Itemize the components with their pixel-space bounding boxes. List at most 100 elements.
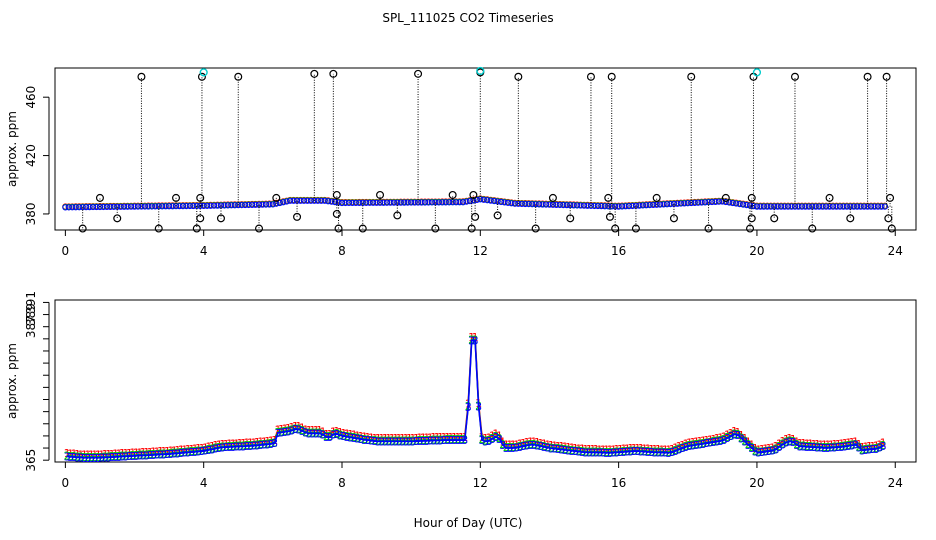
series-point [252, 201, 259, 208]
outlier-point [113, 214, 122, 223]
series-point-marker: 3 [98, 452, 105, 465]
series-point-marker: 1 [468, 331, 475, 344]
series-point-marker: 1 [236, 437, 243, 450]
series-point [121, 203, 128, 210]
series-point-marker: 1 [64, 447, 71, 460]
series-point-marker: 1 [855, 438, 862, 451]
series-point-marker: 1 [530, 435, 537, 448]
x-tick-label: 20 [749, 476, 764, 490]
series-point-marker: 3 [779, 438, 786, 451]
outlier-point [887, 224, 896, 233]
series-point-marker: 3 [81, 452, 88, 465]
series-point [802, 203, 809, 210]
series-point-marker: 3 [368, 435, 375, 448]
series-point-marker: 3 [790, 436, 797, 449]
series-point-marker: 1 [492, 428, 499, 441]
series-point [287, 197, 294, 204]
series-point-marker: 3 [824, 442, 831, 455]
outlier-point [376, 190, 385, 199]
series-point-marker: 3 [326, 431, 333, 444]
series-point [546, 201, 553, 208]
series-point-marker: 3 [150, 449, 157, 462]
series-point-marker: 3 [358, 433, 365, 446]
series-point-marker: 3 [143, 449, 150, 462]
series-point-marker: 1 [689, 436, 696, 449]
series-point-marker: 3 [645, 446, 652, 459]
series-point-marker: 3 [115, 451, 122, 464]
series-point-marker: 3 [523, 439, 530, 452]
series-point-marker: 3 [707, 437, 714, 450]
outlier-point [332, 190, 341, 199]
outlier-point [358, 224, 367, 233]
series-point [660, 201, 667, 208]
series-point-marker: 1 [852, 435, 859, 448]
y-tick-label: 460 [24, 86, 38, 109]
x-tick-label: 8 [338, 244, 346, 258]
series-point [100, 203, 107, 211]
series-point-marker: 1 [188, 443, 195, 456]
series-point [594, 202, 601, 210]
outlier-point [172, 193, 181, 202]
series-point [736, 200, 743, 208]
series-point-marker: 3 [444, 434, 451, 447]
series-point [231, 202, 238, 209]
series-point-marker: 3 [268, 438, 275, 451]
series-point-marker: 1 [634, 442, 641, 455]
series-point [373, 199, 380, 206]
series-point-marker: 3 [468, 335, 475, 348]
outlier-point [469, 190, 478, 199]
series-point-marker: 1 [129, 447, 136, 460]
series-point [380, 199, 387, 206]
series-point-marker: 1 [402, 432, 409, 445]
series-point [629, 202, 636, 210]
series-point [397, 199, 404, 206]
series-point [867, 203, 875, 210]
series-point [356, 199, 363, 206]
plot-frame [54, 67, 917, 231]
series-point-marker: 3 [202, 445, 209, 458]
series-point-marker: 1 [243, 437, 250, 450]
series-point [245, 201, 252, 209]
series-point-marker: 1 [409, 432, 416, 445]
series-point [439, 199, 446, 206]
series-point [816, 203, 823, 210]
series-point [93, 203, 100, 211]
series-point-marker: 3 [160, 448, 167, 461]
series-point-marker: 1 [406, 432, 413, 445]
series-point-marker: 3 [748, 442, 755, 455]
series-point-marker: 3 [579, 446, 586, 459]
series-point-marker: 3 [247, 440, 254, 453]
x-tick-label: 0 [62, 244, 70, 258]
series-point-marker: 3 [520, 440, 527, 453]
x-tick-label: 4 [200, 244, 208, 258]
series-point [774, 203, 781, 210]
top-panel: 0 4 8 12 16 20 24 380 420 460 approx. ppm [5, 66, 917, 258]
series-point [522, 200, 529, 208]
series-point [103, 203, 110, 211]
series-point-marker: 1 [326, 428, 333, 441]
y-axis-label: approx. ppm [5, 111, 19, 187]
y-tick-label: 387 [24, 315, 38, 338]
series-point-marker: 1 [555, 440, 562, 453]
y-axis-label: approx. ppm [5, 343, 19, 419]
series-point-marker: 1 [368, 431, 375, 444]
outlier-point [332, 209, 341, 218]
series-point [325, 198, 332, 205]
series-point [131, 203, 138, 210]
series-point-marker: 3 [413, 435, 420, 448]
series-point-marker: 1 [638, 442, 645, 455]
series-point [778, 203, 785, 210]
outlier-point [770, 214, 779, 223]
series-point-marker: 1 [645, 443, 652, 456]
series-point-marker: 3 [821, 442, 828, 455]
series-point-marker: 1 [71, 448, 78, 461]
series-point-marker: 1 [728, 427, 735, 440]
series-point-marker: 3 [344, 431, 351, 444]
series-point-marker: 1 [122, 447, 129, 460]
series-point-marker: 1 [496, 430, 503, 443]
series-point-marker: 3 [434, 434, 441, 447]
series-point [743, 202, 750, 209]
series-point-marker: 1 [416, 432, 423, 445]
series-point-marker: 3 [606, 447, 613, 460]
